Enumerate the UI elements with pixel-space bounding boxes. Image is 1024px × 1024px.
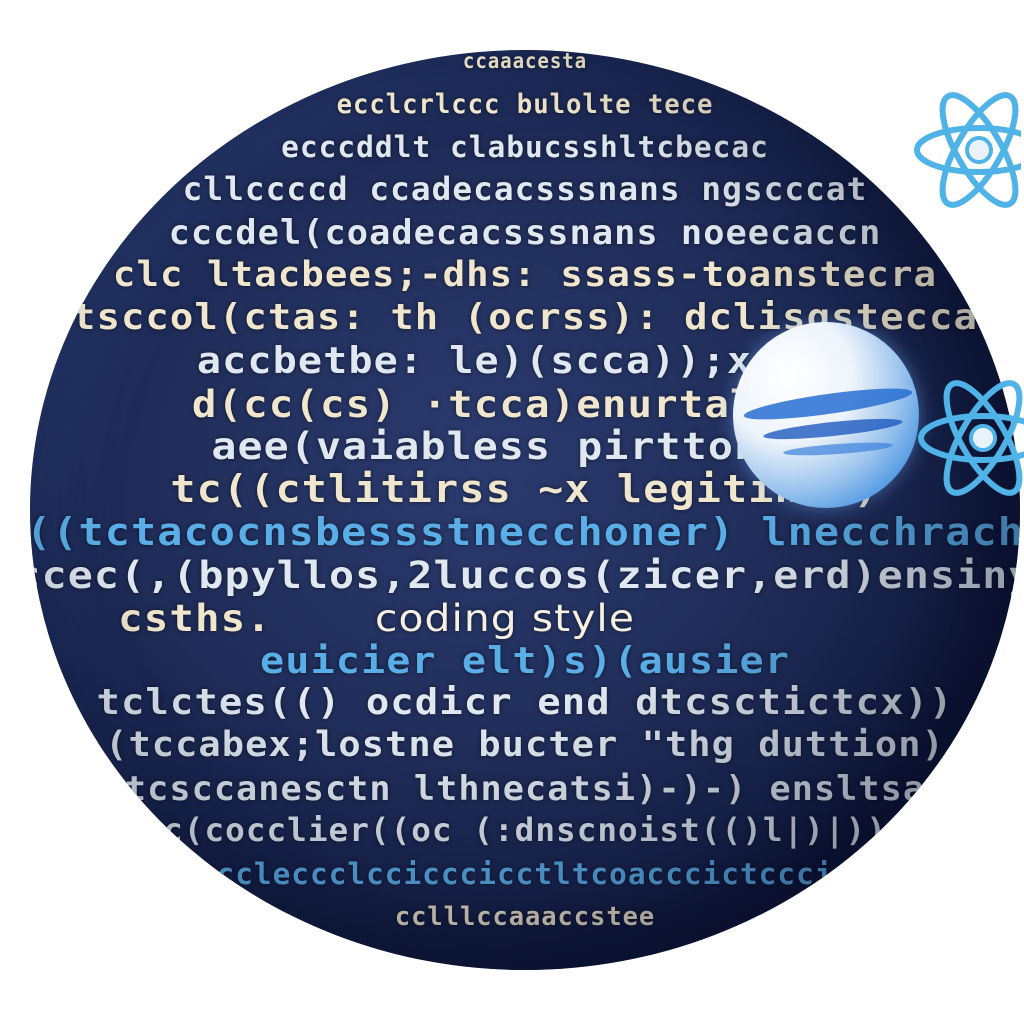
code-sphere: ccaaacesta ecclcrlccc bulolte tece ecccddl…	[30, 50, 1020, 970]
code-line: ((tctacocnsbessstnecchoner) lnecchrach	[30, 509, 1020, 554]
code-line: (tccabex;lostne bucter "thg duttion)	[105, 725, 945, 766]
planet-band	[762, 414, 904, 444]
code-line: euicier elt)s)(ausier	[260, 638, 790, 682]
code-lines: ccaaacesta ecclcrlccc bulolte tece ecccddl…	[30, 50, 1020, 970]
atom-icon	[914, 92, 1021, 208]
atom-icon	[918, 380, 1024, 496]
code-line: cccleccclccicccicctltcoacccictcccic	[197, 856, 853, 891]
code-line: tclctes(() ocdicr end dtcsctictcx))	[96, 681, 954, 723]
code-line: cllccccd ccadecacsssnans ngscccat	[182, 171, 868, 209]
code-line: tcsccanesctn lthnecatsi)-)-) ensltsa	[124, 768, 926, 808]
code-line: clc ltacbees;-dhs: ssass-toanstecra	[112, 254, 938, 295]
planet-icon	[733, 322, 919, 508]
code-line: ccec(,(bpyllos,2luccos(zicer,erd)ensiny	[30, 552, 1020, 597]
code-line: ecclcrlccc bulolte tece	[336, 88, 714, 120]
code-line: ccaaacesta	[462, 50, 588, 74]
code-line-highlight: coding style	[374, 595, 636, 640]
code-line: c(cocclier((oc (:dnscnoist(()l|)|))	[163, 812, 887, 849]
code-line: ecccddlt clabucsshltcbecac	[281, 129, 769, 164]
planet-band	[782, 440, 894, 458]
code-line: cclllccaaaccstee	[394, 901, 656, 932]
code-line: cccdel(coadecacsssnans noeecaccn	[168, 212, 882, 252]
code-line: csths.	[118, 595, 272, 640]
